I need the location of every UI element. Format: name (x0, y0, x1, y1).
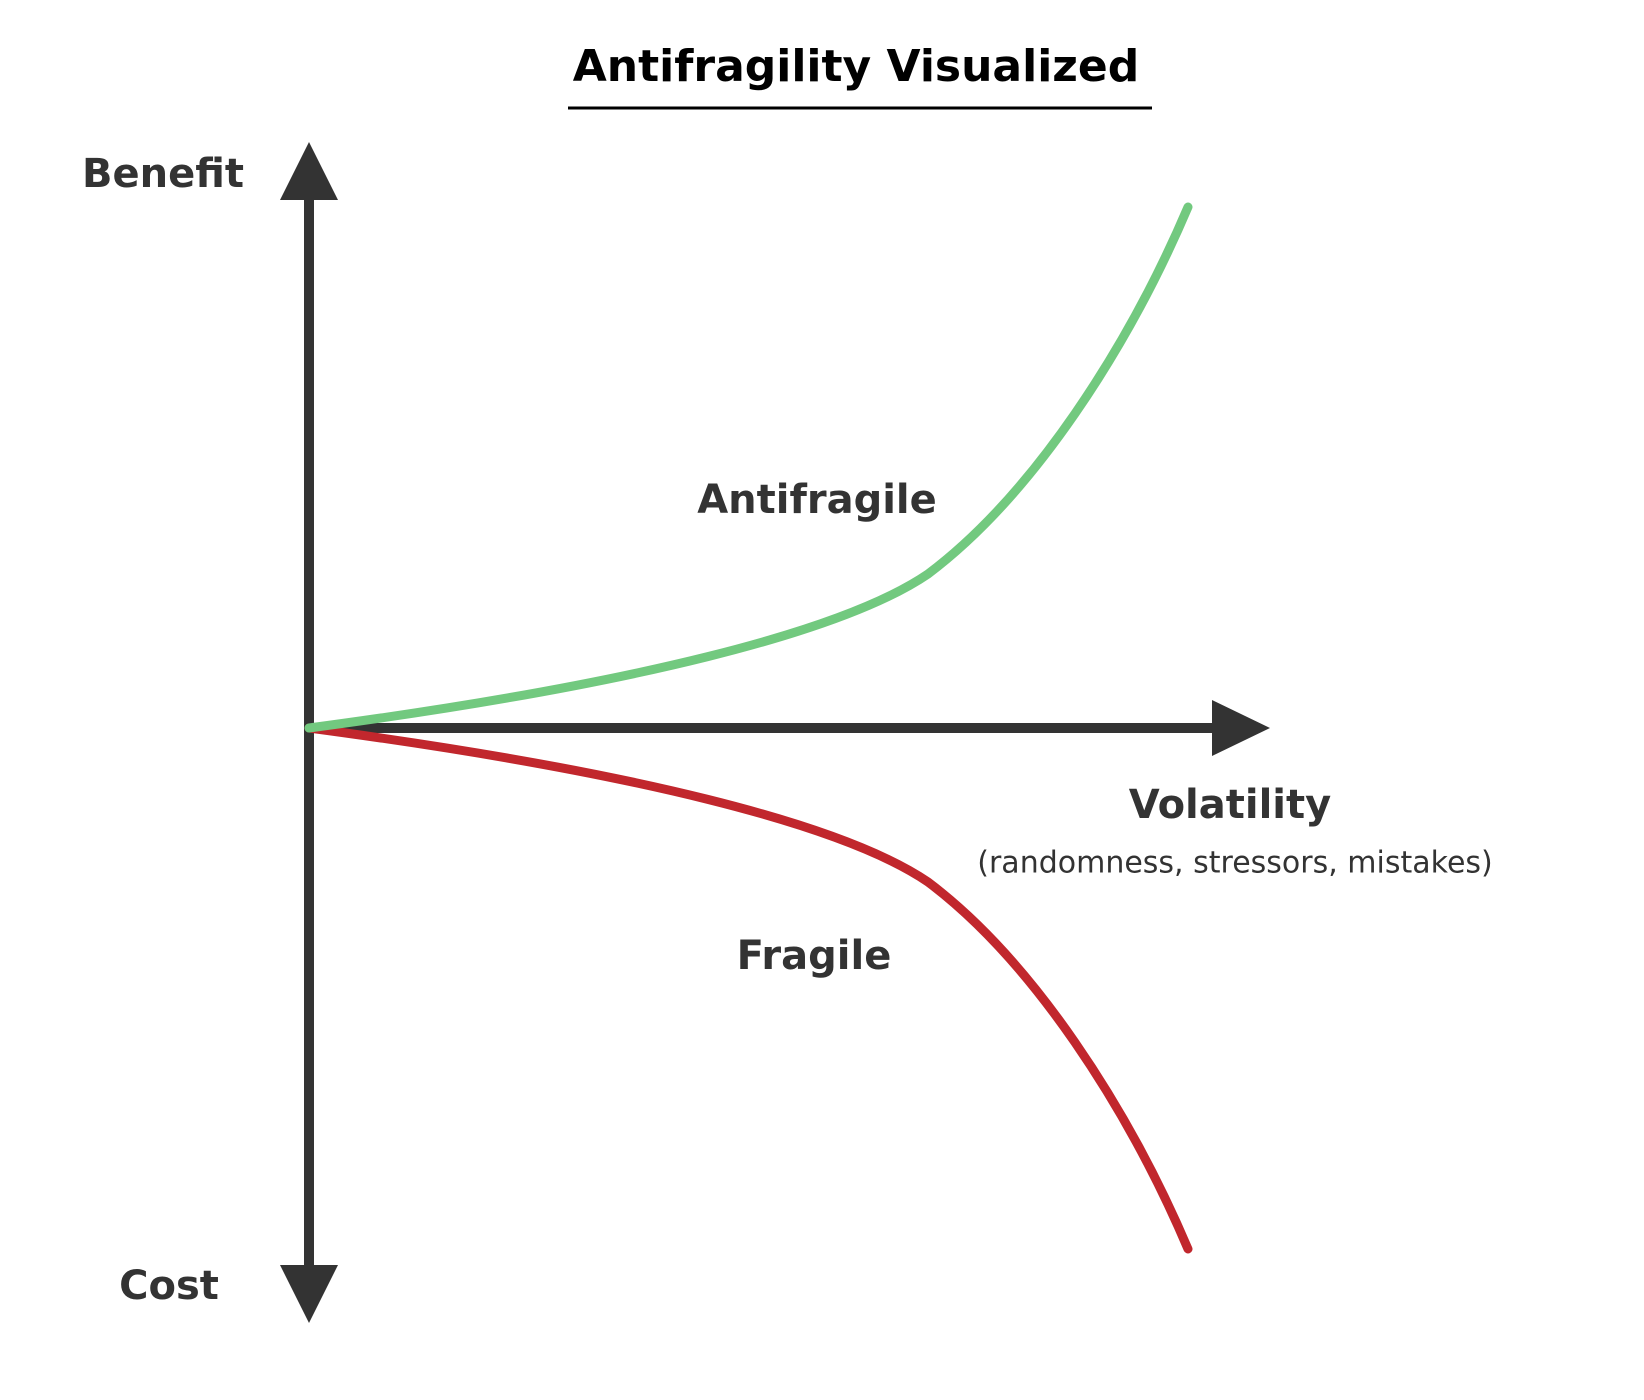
y-top-label: Benefit (82, 151, 244, 197)
x-label: Volatility (1129, 782, 1331, 828)
y-arrow-up (280, 142, 338, 200)
title: Antifragility Visualized (573, 41, 1139, 92)
y-bottom-label: Cost (119, 1263, 219, 1309)
fragile-curve (304, 723, 1193, 1254)
y-arrow-down (280, 1265, 338, 1323)
antifragile-curve (304, 202, 1193, 733)
x-arrow (1212, 700, 1270, 756)
curve-label: Antifragile (697, 477, 937, 523)
curve-label: Fragile (737, 933, 892, 979)
x-note: (randomness, stressors, mistakes) (977, 846, 1492, 881)
